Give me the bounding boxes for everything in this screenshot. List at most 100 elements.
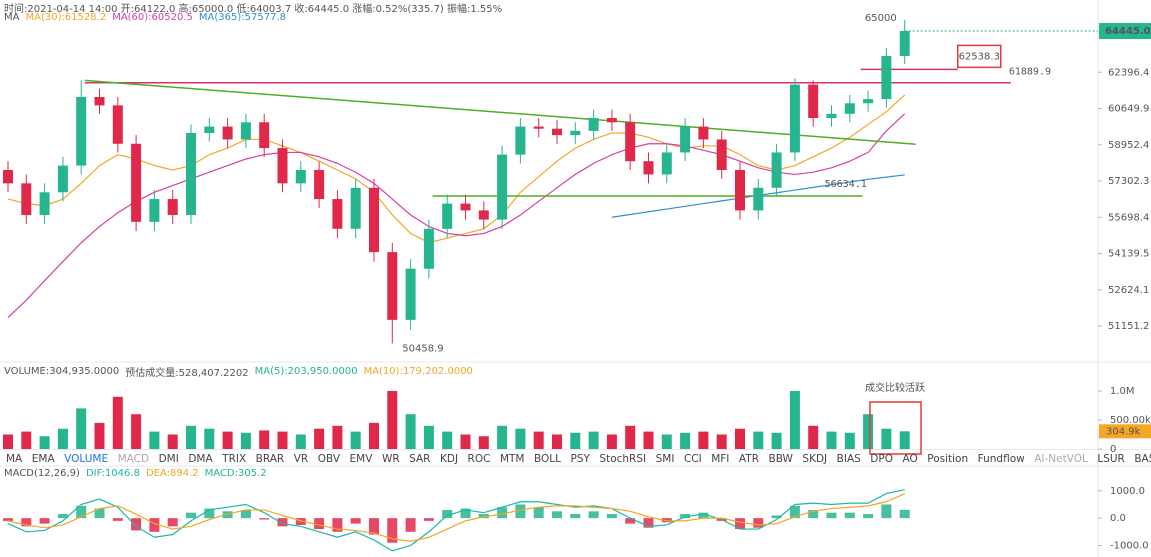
volume-bar	[753, 431, 764, 449]
volume-bar	[94, 422, 105, 449]
volume-bar	[680, 432, 691, 449]
y-tick-label: 60649.9	[1108, 104, 1149, 115]
indicator-tab[interactable]: BASIS	[1134, 453, 1151, 465]
volume-bar	[460, 434, 471, 449]
candle-body	[625, 122, 636, 162]
indicator-tab[interactable]: DMA	[188, 453, 213, 465]
volume-bar	[716, 434, 727, 449]
y-tick-label: 51151.2	[1108, 321, 1149, 332]
candle-body	[863, 99, 874, 104]
candle-body	[680, 126, 691, 153]
indicator-tab[interactable]: Fundflow	[977, 453, 1025, 465]
indicator-tab[interactable]: EMV	[349, 453, 373, 465]
macd-bar	[826, 512, 837, 519]
last-price-tag	[1099, 23, 1151, 40]
indicator-tab[interactable]: DPO	[870, 453, 893, 465]
box-label: 62538.3	[959, 51, 1000, 62]
macd-bar	[771, 515, 782, 519]
candle-body	[478, 210, 489, 220]
indicator-tab[interactable]: WR	[381, 453, 400, 465]
macd-bar	[3, 518, 13, 521]
indicator-tab[interactable]: AI-NetVOL	[1034, 453, 1088, 465]
indicator-tab[interactable]: DMI	[158, 453, 179, 465]
indicator-tab[interactable]: BBW	[768, 453, 793, 465]
candle-body	[149, 199, 160, 222]
indicator-tab[interactable]: BRAR	[255, 453, 285, 465]
macd-bar	[277, 518, 288, 527]
macd-bar	[332, 518, 343, 532]
indicator-tab[interactable]: VOLUME	[64, 453, 109, 465]
indicator-tab[interactable]: KDJ	[439, 453, 459, 465]
volume-tick-label: 1.0M	[1110, 386, 1135, 397]
volume-bar	[533, 431, 544, 449]
annotation: 成交比较活跃	[865, 381, 925, 394]
indicator-tab[interactable]: EMA	[31, 453, 55, 465]
y-tick-label: 54139.5	[1108, 249, 1149, 260]
candle-body	[131, 143, 142, 222]
indicator-tab[interactable]: ROC	[467, 453, 491, 465]
volume-bar	[478, 436, 489, 449]
indicator-tab[interactable]: StochRSI	[599, 453, 647, 465]
candle-body	[222, 126, 233, 140]
indicator-tab[interactable]: MA	[6, 453, 23, 465]
macd-bar	[753, 518, 764, 528]
volume-bar	[222, 431, 233, 449]
macd-bar	[442, 509, 453, 519]
macd-bar	[387, 518, 398, 543]
ma-legend: MA MA(30):61528.2 MA(60):60520.5 MA(365):57…	[4, 12, 286, 23]
indicator-tab[interactable]: MTM	[499, 453, 525, 465]
indicator-tab[interactable]: TRIX	[222, 453, 247, 465]
indicator-tab[interactable]: VR	[293, 453, 309, 465]
indicator-tab[interactable]: SAR	[409, 453, 431, 465]
y-tick-label: 62396.4	[1108, 67, 1149, 78]
volume-bar	[387, 391, 398, 449]
candle-body	[899, 31, 910, 56]
indicator-tab[interactable]: SMI	[655, 453, 675, 465]
indicator-tab[interactable]: Position	[927, 453, 969, 465]
volume-bar	[149, 431, 160, 449]
volume-bar	[881, 428, 892, 449]
candle-body	[552, 128, 562, 136]
indicator-tab[interactable]: PSY	[570, 453, 590, 465]
candle-body	[460, 203, 471, 211]
volume-bar	[442, 431, 453, 449]
indicator-tab[interactable]: LSUR	[1097, 453, 1125, 465]
highlight-box	[869, 401, 922, 455]
volume-bar	[570, 432, 581, 449]
macd-bar	[515, 504, 526, 519]
macd-bar	[167, 518, 178, 527]
volume-bar	[167, 434, 178, 449]
indicator-tab[interactable]: ATR	[738, 453, 759, 465]
indicator-tab[interactable]: MFI	[711, 453, 730, 465]
volume-label: MA(10):179,202.0000	[363, 366, 473, 377]
candle-body	[167, 199, 178, 215]
indicator-tab[interactable]: CCI	[683, 453, 702, 465]
indicator-tab[interactable]: MACD	[117, 453, 150, 465]
macd-bar	[625, 518, 636, 524]
macd-bar	[295, 518, 306, 525]
volume-bar	[186, 425, 196, 449]
indicator-tab[interactable]: SKDJ	[802, 453, 828, 465]
macd-label: DEA:894.2	[145, 468, 199, 479]
macd-bar	[76, 505, 87, 519]
macd-bar	[680, 514, 691, 519]
header-row: 时间:2021-04-14 14:00 开:64122.0 高:65000.0 …	[4, 0, 502, 15]
macd-bar	[478, 514, 489, 519]
volume-bar	[844, 432, 855, 449]
macd-bar	[460, 508, 471, 519]
indicator-tab[interactable]: BIAS	[836, 453, 861, 465]
macd-line	[7, 493, 905, 542]
candle-body	[515, 126, 526, 155]
candle-body	[240, 122, 251, 140]
indicator-tab[interactable]: OBV	[317, 453, 341, 465]
macd-bar	[570, 514, 581, 519]
indicator-tab[interactable]: BOLL	[534, 453, 561, 465]
macd-label: MACD:305.2	[204, 468, 267, 479]
candle-body	[808, 84, 819, 119]
macd-bar	[588, 511, 599, 519]
macd-bar	[186, 512, 196, 519]
candle-body	[369, 187, 379, 253]
volume-label: 预估成交量:528,407.2202	[125, 368, 249, 379]
indicator-tab[interactable]: AO	[902, 453, 918, 465]
